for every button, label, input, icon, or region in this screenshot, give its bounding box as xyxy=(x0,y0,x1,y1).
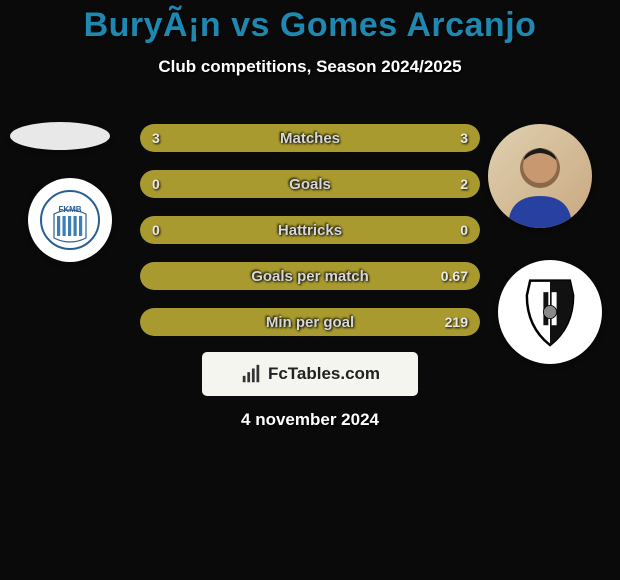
stat-bar: 0.67Goals per match xyxy=(140,262,480,290)
watermark: FcTables.com xyxy=(202,352,418,396)
fkmb-text: FKMB xyxy=(58,205,81,214)
page-title: BuryÃ¡n vs Gomes Arcanjo xyxy=(0,0,620,45)
stat-value-right: 0.67 xyxy=(441,262,468,290)
subtitle: Club competitions, Season 2024/2025 xyxy=(0,57,620,77)
club-right-logo-icon xyxy=(507,269,593,355)
stat-value-left: 3 xyxy=(152,124,160,152)
chart-icon xyxy=(240,363,262,385)
player-silhouette-icon xyxy=(488,124,592,228)
stat-bar: 02Goals xyxy=(140,170,480,198)
stat-value-right: 3 xyxy=(460,124,468,152)
stat-value-right: 219 xyxy=(445,308,468,336)
stat-bar: 00Hattricks xyxy=(140,216,480,244)
stat-value-right: 0 xyxy=(460,216,468,244)
stat-bar: 33Matches xyxy=(140,124,480,152)
stat-bar: 219Min per goal xyxy=(140,308,480,336)
player-right-avatar xyxy=(488,124,592,228)
watermark-text: FcTables.com xyxy=(268,364,380,384)
fkmb-logo-icon: FKMB xyxy=(40,190,100,250)
player-left-avatar xyxy=(10,122,110,150)
stat-value-left: 0 xyxy=(152,216,160,244)
club-left-badge: FKMB xyxy=(28,178,112,262)
stats-container: 33Matches02Goals00Hattricks0.67Goals per… xyxy=(140,124,480,354)
date-text: 4 november 2024 xyxy=(0,410,620,430)
stat-value-left: 0 xyxy=(152,170,160,198)
stat-value-right: 2 xyxy=(460,170,468,198)
club-right-badge xyxy=(498,260,602,364)
